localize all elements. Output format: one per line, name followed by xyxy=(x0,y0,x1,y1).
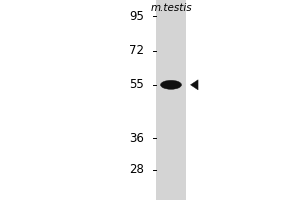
Ellipse shape xyxy=(160,80,182,89)
Text: 55: 55 xyxy=(129,78,144,91)
Text: 36: 36 xyxy=(129,132,144,145)
Text: 95: 95 xyxy=(129,10,144,23)
Bar xyxy=(156,0,186,200)
Text: m.testis: m.testis xyxy=(150,3,192,13)
Text: 72: 72 xyxy=(129,44,144,57)
Text: 28: 28 xyxy=(129,163,144,176)
Polygon shape xyxy=(190,80,198,90)
